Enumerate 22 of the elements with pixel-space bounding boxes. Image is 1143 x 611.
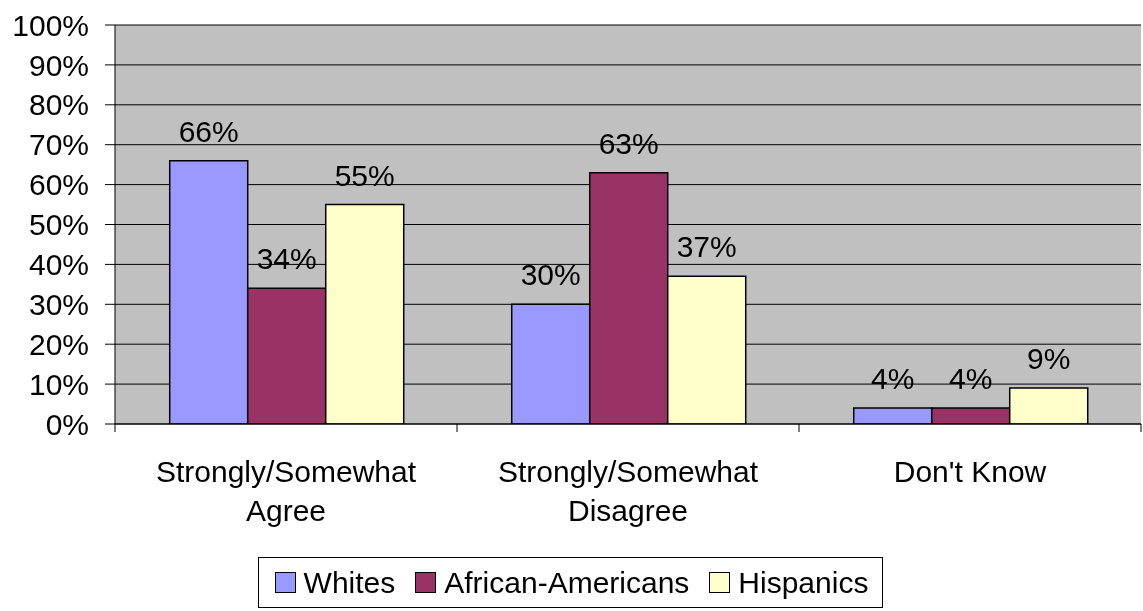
- y-tick-label: 40%: [28, 248, 89, 282]
- y-tick-label: 100%: [12, 8, 89, 42]
- y-tick-label: 30%: [28, 287, 89, 321]
- y-tick-label: 10%: [28, 367, 89, 401]
- data-label: 55%: [334, 158, 395, 192]
- y-tick-label: 20%: [28, 327, 89, 361]
- data-label: 30%: [520, 258, 581, 292]
- y-tick-label: 0%: [45, 407, 89, 441]
- y-tick-label: 50%: [28, 208, 89, 242]
- data-label: 66%: [178, 114, 239, 148]
- x-tick-label: Don't Know: [893, 455, 1047, 488]
- y-tick-label: 60%: [28, 168, 89, 202]
- x-tick-label: Strongly/Somewhat Disagree: [497, 455, 759, 527]
- legend-label: Whites: [303, 565, 396, 600]
- y-tick-label: 90%: [28, 48, 89, 82]
- data-label: 37%: [676, 230, 737, 264]
- x-tick-label: Strongly/Somewhat Agree: [155, 455, 417, 527]
- y-tick-label: 70%: [28, 128, 89, 162]
- y-tick-label: 80%: [28, 88, 89, 122]
- legend-label: African-Americans: [444, 565, 690, 600]
- legend-label: Hispanics: [738, 565, 869, 600]
- data-label: 9%: [1027, 342, 1071, 376]
